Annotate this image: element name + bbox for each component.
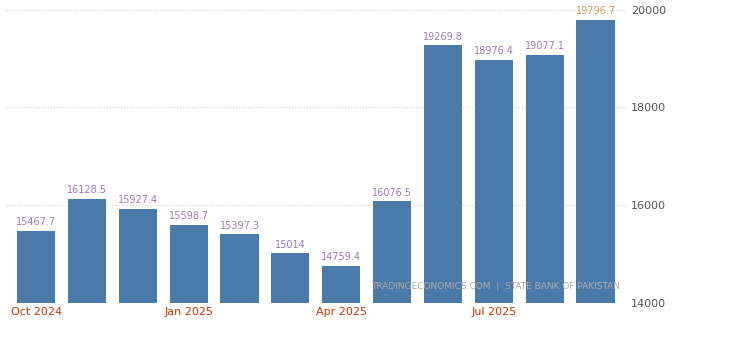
Text: 15397.3: 15397.3	[220, 221, 260, 231]
Bar	[272, 253, 310, 303]
Text: 15927.4: 15927.4	[118, 195, 158, 205]
Bar	[373, 201, 411, 303]
Bar	[526, 55, 564, 303]
Text: TRADINGECONOMICS.COM  |  STATE BANK OF PAKISTAN: TRADINGECONOMICS.COM | STATE BANK OF PAK…	[371, 282, 620, 291]
Bar	[220, 234, 258, 303]
Text: 16128.5: 16128.5	[67, 185, 107, 195]
Bar	[424, 46, 462, 303]
Text: 15014: 15014	[275, 240, 306, 250]
Bar	[17, 231, 55, 303]
Bar	[68, 199, 106, 303]
Text: 19796.7: 19796.7	[575, 6, 615, 16]
Bar	[169, 225, 208, 303]
Text: 19269.8: 19269.8	[423, 32, 463, 42]
Text: 19077.1: 19077.1	[525, 41, 565, 51]
Text: 14759.4: 14759.4	[321, 252, 361, 262]
Bar	[577, 20, 615, 303]
Text: 15467.7: 15467.7	[16, 218, 56, 227]
Bar	[119, 208, 157, 303]
Text: 16076.5: 16076.5	[372, 188, 412, 198]
Text: 18976.4: 18976.4	[474, 46, 514, 56]
Text: 15598.7: 15598.7	[169, 211, 209, 221]
Bar	[474, 60, 513, 303]
Bar	[322, 266, 361, 303]
